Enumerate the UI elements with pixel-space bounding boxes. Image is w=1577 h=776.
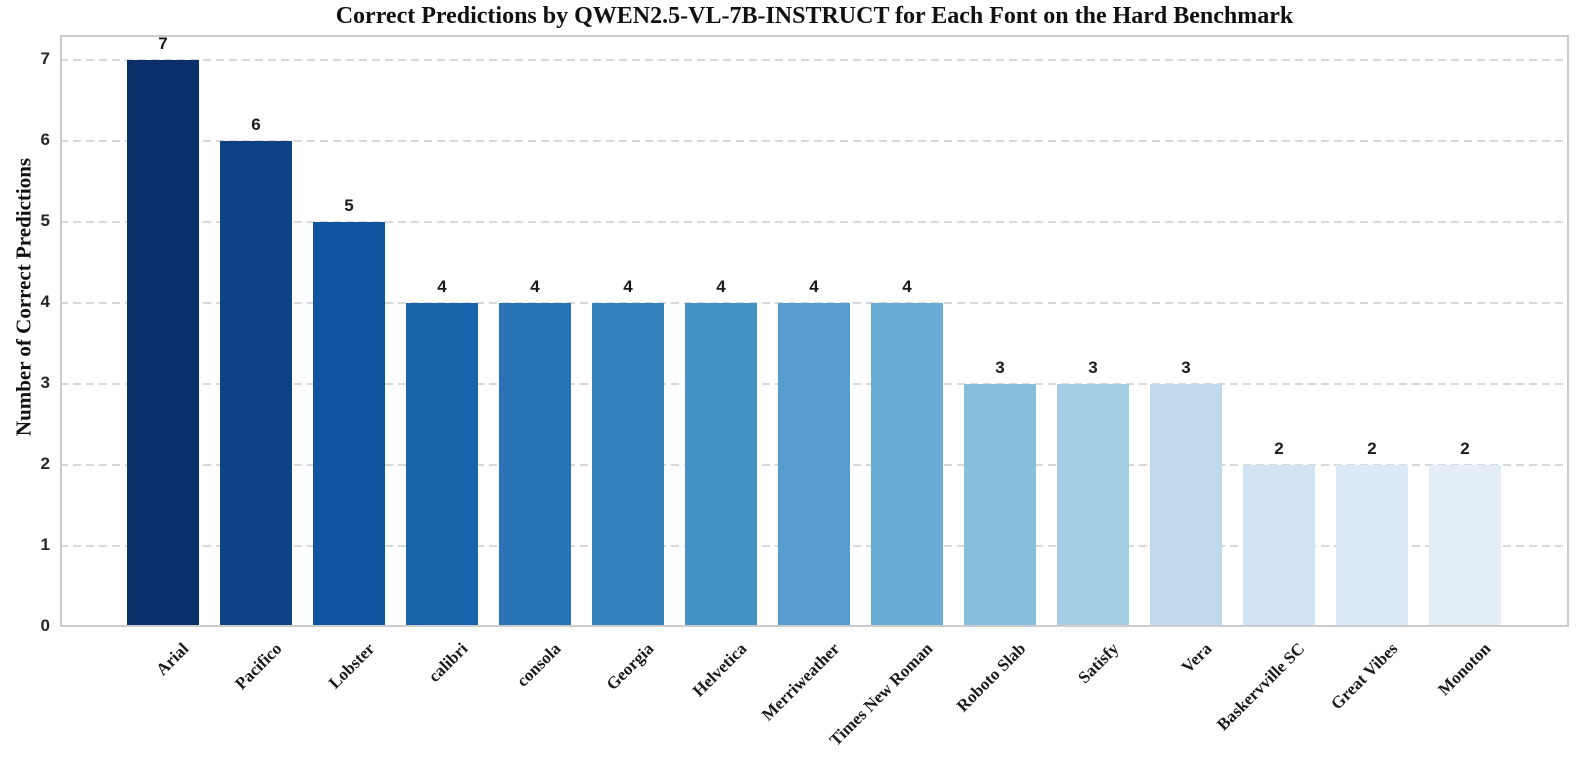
y-tick-label: 3 xyxy=(40,373,50,392)
bar-lobster xyxy=(313,222,385,627)
y-tick-label: 0 xyxy=(40,616,50,635)
bar-value-label: 4 xyxy=(623,277,633,296)
bar-value-label: 4 xyxy=(902,277,912,296)
bar-value-label: 3 xyxy=(1088,358,1098,377)
bar-value-label: 7 xyxy=(158,34,168,53)
bar-consola xyxy=(499,303,571,627)
bar-value-label: 2 xyxy=(1367,439,1377,458)
y-tick-label: 4 xyxy=(40,292,50,311)
gridline xyxy=(60,59,1569,61)
bar-value-label: 4 xyxy=(437,277,447,296)
bar-great-vibes xyxy=(1336,465,1408,627)
y-tick-label: 5 xyxy=(40,211,50,230)
bar-georgia xyxy=(592,303,664,627)
bar-baskervville-sc xyxy=(1243,465,1315,627)
bar-pacifico xyxy=(220,141,292,627)
gridline xyxy=(60,221,1569,223)
y-tick-label: 6 xyxy=(40,130,50,149)
bar-value-label: 2 xyxy=(1460,439,1470,458)
bar-value-label: 3 xyxy=(1181,358,1191,377)
bar-satisfy xyxy=(1057,384,1129,627)
bar-value-label: 4 xyxy=(530,277,540,296)
bar-value-label: 3 xyxy=(995,358,1005,377)
y-tick-label: 2 xyxy=(40,454,50,473)
gridline xyxy=(60,140,1569,142)
chart-title: Correct Predictions by QWEN2.5-VL-7B-INS… xyxy=(335,3,1294,29)
bar-helvetica xyxy=(685,303,757,627)
bar-monoton xyxy=(1429,465,1501,627)
bar-value-label: 4 xyxy=(809,277,819,296)
bar-merriweather xyxy=(778,303,850,627)
y-tick-label: 7 xyxy=(40,49,50,68)
bar-arial xyxy=(127,60,199,627)
bar-value-label: 6 xyxy=(251,115,261,134)
bar-value-label: 5 xyxy=(344,196,354,215)
bar-calibri xyxy=(406,303,478,627)
bar-roboto-slab xyxy=(964,384,1036,627)
bar-vera xyxy=(1150,384,1222,627)
bar-value-label: 4 xyxy=(716,277,726,296)
bar-value-label: 2 xyxy=(1274,439,1284,458)
bar-times-new-roman xyxy=(871,303,943,627)
y-tick-label: 1 xyxy=(40,535,50,554)
